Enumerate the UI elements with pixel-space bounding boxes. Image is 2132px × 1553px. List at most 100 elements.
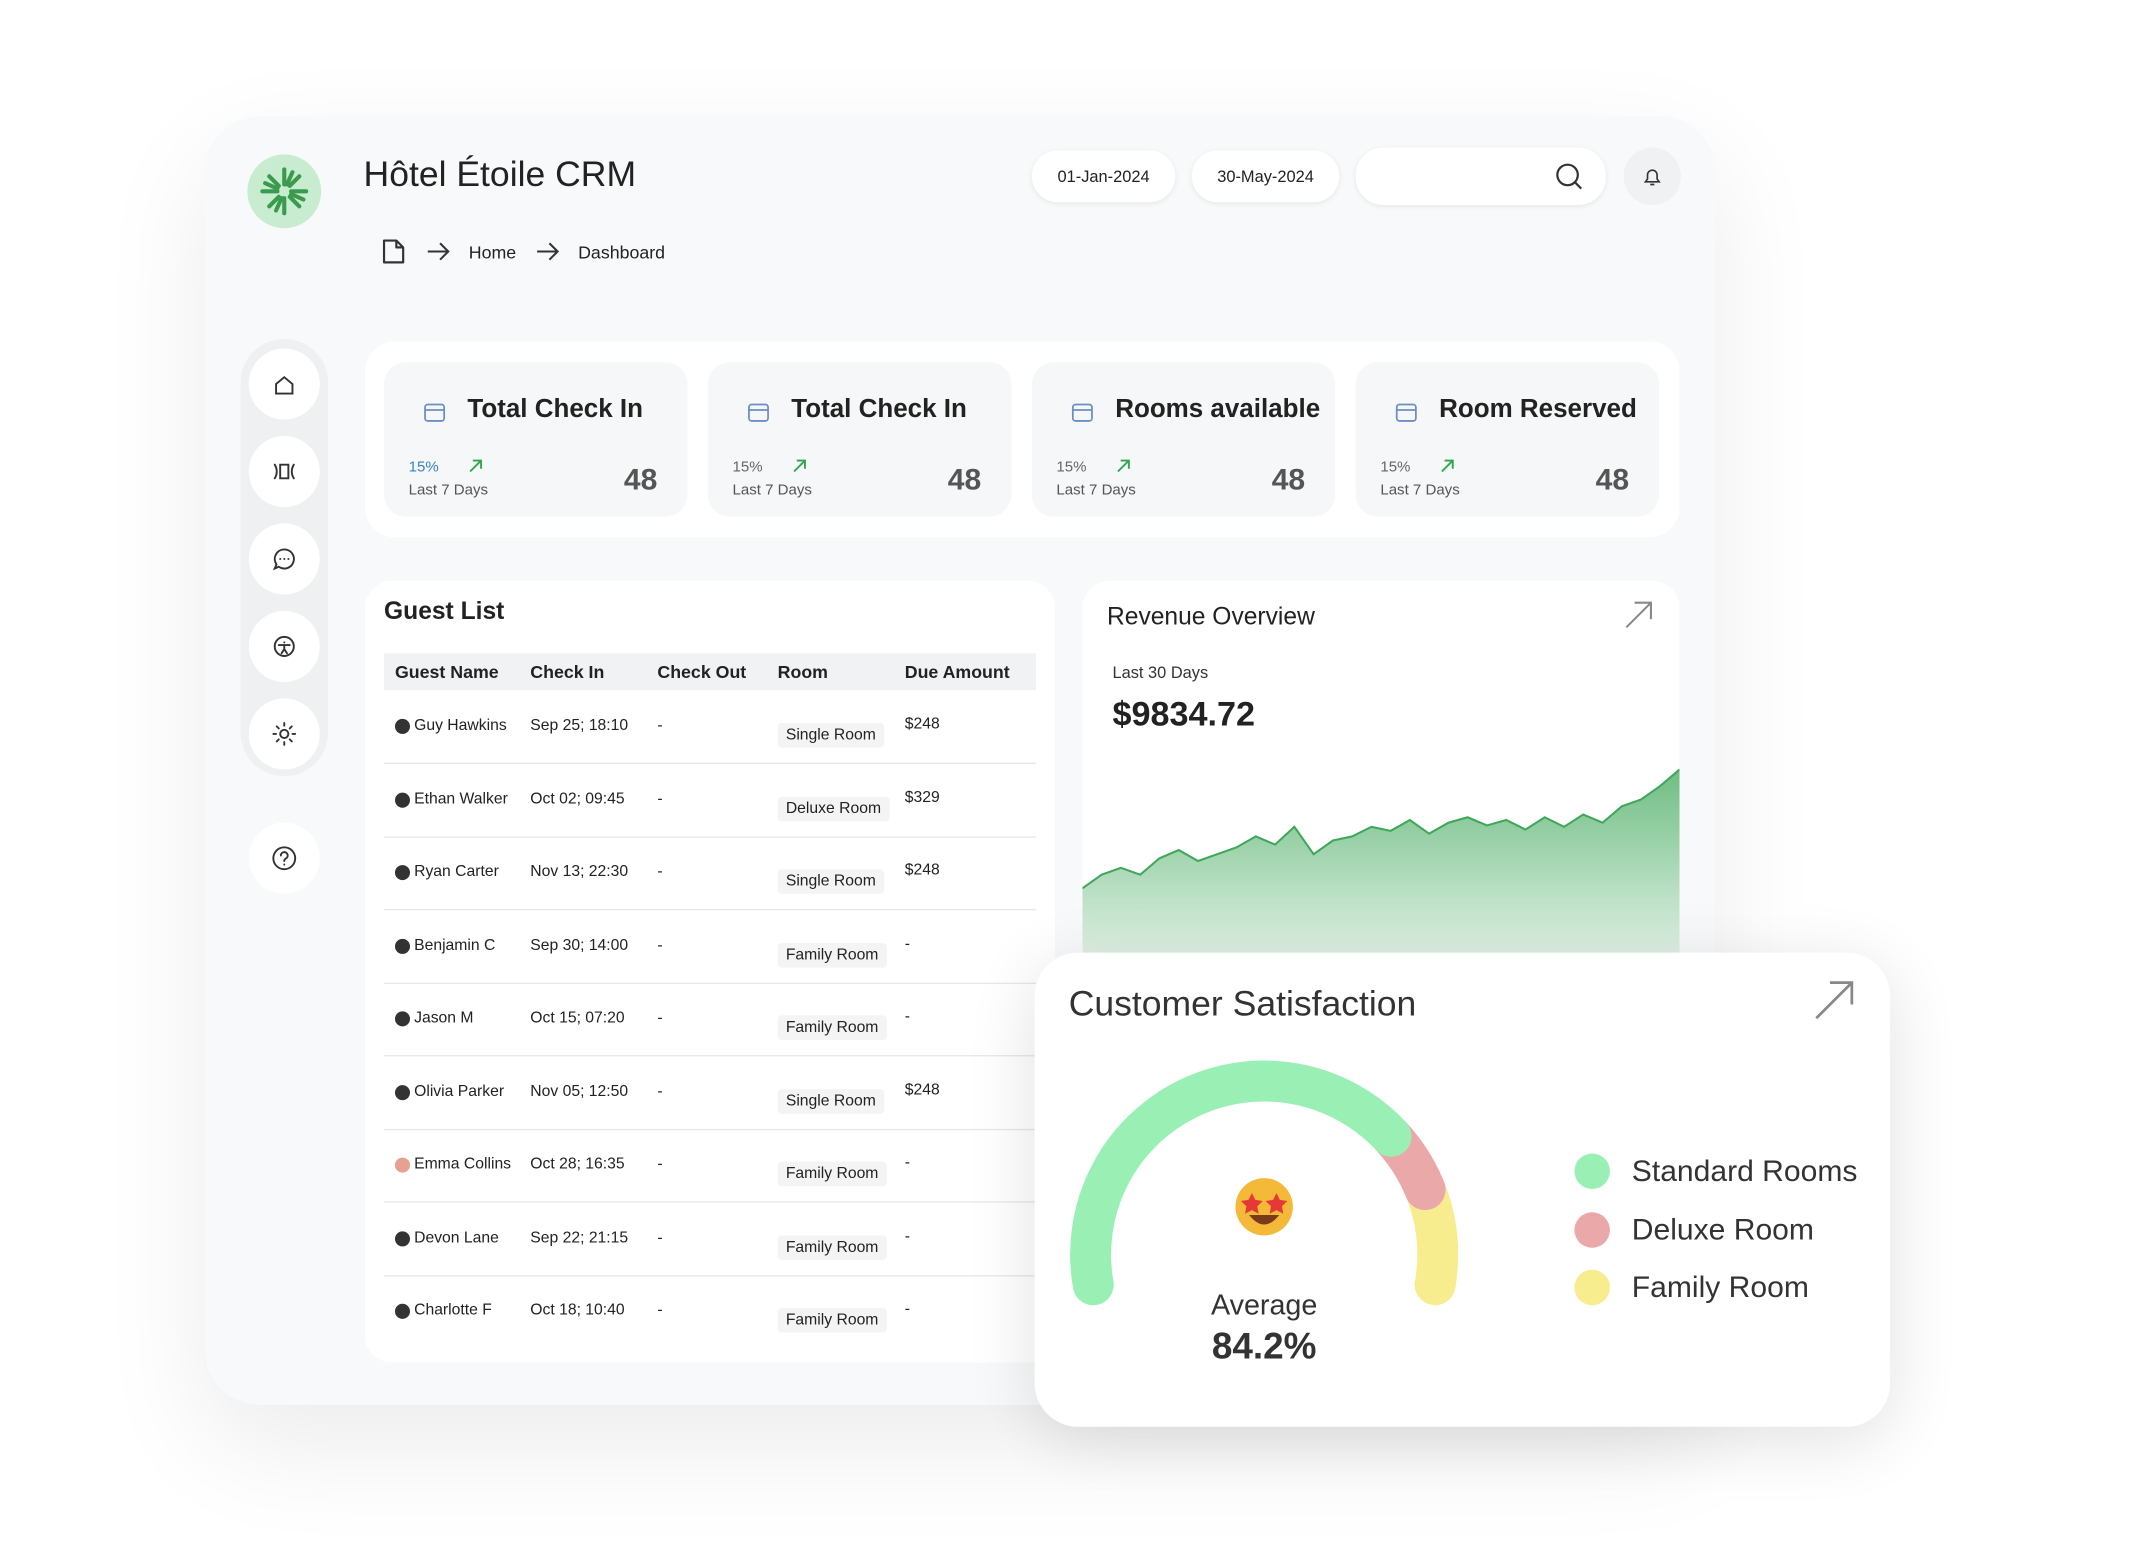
icon-shape bbox=[1395, 403, 1417, 422]
column-header: Room bbox=[777, 661, 828, 682]
cell: Jason M bbox=[414, 1010, 473, 1026]
room-tag: Single Room bbox=[777, 1088, 885, 1114]
icon-path bbox=[275, 375, 294, 395]
column-header: Guest Name bbox=[394, 661, 499, 682]
expand-icon[interactable] bbox=[1814, 980, 1855, 1021]
avatar bbox=[394, 1011, 411, 1027]
cell-text: Nov 05; 12:50 bbox=[530, 1083, 629, 1100]
legend-label: Family Room bbox=[1631, 1269, 1809, 1304]
notification-button[interactable] bbox=[1623, 147, 1682, 206]
cell-text: - bbox=[657, 936, 663, 954]
nav-button[interactable] bbox=[248, 698, 320, 770]
cell-text: $248 bbox=[904, 716, 940, 733]
cell-text: $329 bbox=[904, 789, 940, 806]
icon-shape bbox=[424, 403, 446, 422]
revenue-title: Revenue Overview bbox=[1107, 602, 1315, 631]
cell: Benjamin C bbox=[414, 937, 495, 953]
revenue-total: $9834.72 bbox=[1112, 695, 1255, 734]
nav-icon bbox=[272, 548, 295, 571]
avatar bbox=[394, 1230, 411, 1246]
stat-value: 48 bbox=[1595, 461, 1630, 497]
breadcrumb-arrow bbox=[427, 242, 450, 261]
nav-button[interactable] bbox=[248, 435, 320, 508]
cell: Emma Collins bbox=[414, 1156, 511, 1172]
cell-text: - bbox=[904, 1008, 910, 1026]
cell-text: Sep 22; 21:15 bbox=[530, 1229, 629, 1246]
revenue-area bbox=[1082, 769, 1680, 991]
cell-text: - bbox=[657, 717, 663, 734]
room-tag: Family Room bbox=[777, 1234, 887, 1260]
cell-text: Sep 25; 18:10 bbox=[530, 717, 629, 734]
satisfaction-card: Customer Satisfaction Average 84.2% Stan… bbox=[1034, 952, 1891, 1427]
search-box[interactable] bbox=[1355, 147, 1606, 206]
breadcrumb-current: Dashboard bbox=[578, 241, 666, 263]
icon-path bbox=[272, 548, 295, 571]
stat-title: Rooms available bbox=[1115, 394, 1321, 424]
row-divider bbox=[384, 1055, 1036, 1057]
cell: - bbox=[657, 864, 662, 880]
column-header: Check Out bbox=[657, 661, 747, 682]
room-tag: Single Room bbox=[777, 722, 885, 748]
breadcrumb-home[interactable]: Home bbox=[468, 241, 517, 263]
cell-text: Benjamin C bbox=[414, 936, 496, 954]
cell: Single Room bbox=[777, 722, 885, 748]
breadcrumb-icon bbox=[382, 239, 405, 264]
legend-swatch bbox=[1574, 1269, 1610, 1306]
cell: Family Room bbox=[777, 1234, 887, 1260]
nav-button[interactable] bbox=[248, 523, 320, 595]
cell: Single Room bbox=[777, 869, 885, 894]
cell-text: $248 bbox=[904, 862, 940, 879]
cell: $329 bbox=[905, 789, 940, 805]
stat-period: Last 7 Days bbox=[408, 482, 489, 499]
cell: Devon Lane bbox=[414, 1229, 499, 1245]
stat-icon bbox=[424, 403, 446, 422]
satisfaction-title: Customer Satisfaction bbox=[1068, 982, 1417, 1024]
cell: - bbox=[657, 718, 662, 734]
cell-text: Charlotte F bbox=[414, 1302, 492, 1319]
stat-change: 15% bbox=[408, 459, 439, 476]
cell: Ethan Walker bbox=[414, 791, 508, 807]
cell: Nov 05; 12:50 bbox=[530, 1083, 628, 1099]
stat-change: 15% bbox=[1380, 459, 1411, 476]
cell-text: Oct 15; 07:20 bbox=[530, 1009, 625, 1027]
cell: $248 bbox=[905, 1082, 940, 1098]
cell: Oct 28; 16:35 bbox=[530, 1156, 624, 1172]
cell: Guy Hawkins bbox=[414, 718, 507, 734]
nav-button[interactable] bbox=[248, 610, 320, 682]
stat-period: Last 7 Days bbox=[1380, 482, 1460, 499]
revenue-line bbox=[1082, 768, 1680, 890]
cell: - bbox=[905, 1228, 910, 1244]
nav-button[interactable] bbox=[248, 822, 320, 894]
stat-value: 48 bbox=[1271, 461, 1306, 497]
cell: $248 bbox=[905, 716, 940, 732]
legend-label: Deluxe Room bbox=[1631, 1211, 1814, 1246]
cell-text: Ryan Carter bbox=[414, 863, 499, 881]
cell: - bbox=[657, 1229, 662, 1245]
stat-period: Last 7 Days bbox=[732, 482, 812, 499]
stat-value: 48 bbox=[623, 461, 658, 497]
icon-path bbox=[1117, 459, 1130, 473]
nav-icon bbox=[273, 463, 295, 480]
avatar bbox=[394, 1303, 411, 1319]
expand-icon[interactable] bbox=[1624, 600, 1654, 630]
cell-text: Nov 13; 22:30 bbox=[530, 863, 629, 881]
icon-shape bbox=[748, 403, 769, 422]
logo bbox=[247, 154, 322, 229]
avatar bbox=[394, 865, 411, 881]
cell: Single Room bbox=[777, 1088, 885, 1114]
table-header bbox=[384, 653, 1036, 691]
cell-text: Guy Hawkins bbox=[414, 717, 507, 734]
cell-text: Oct 18; 10:40 bbox=[530, 1302, 625, 1319]
guest-list-card bbox=[364, 580, 1056, 1363]
nav-button[interactable] bbox=[248, 348, 320, 420]
date-to[interactable]: 30-May-2024 bbox=[1191, 150, 1340, 203]
stat-card: Room Reserved 15% Last 7 Days 48 bbox=[1355, 362, 1660, 517]
cell: - bbox=[905, 1009, 910, 1025]
cell-text: - bbox=[657, 1156, 663, 1173]
cell-text: - bbox=[657, 863, 663, 881]
row-divider bbox=[384, 835, 1036, 838]
cell-text: Sep 30; 14:00 bbox=[530, 936, 629, 954]
date-from[interactable]: 01-Jan-2024 bbox=[1031, 150, 1176, 203]
room-tag: Family Room bbox=[777, 1307, 887, 1333]
